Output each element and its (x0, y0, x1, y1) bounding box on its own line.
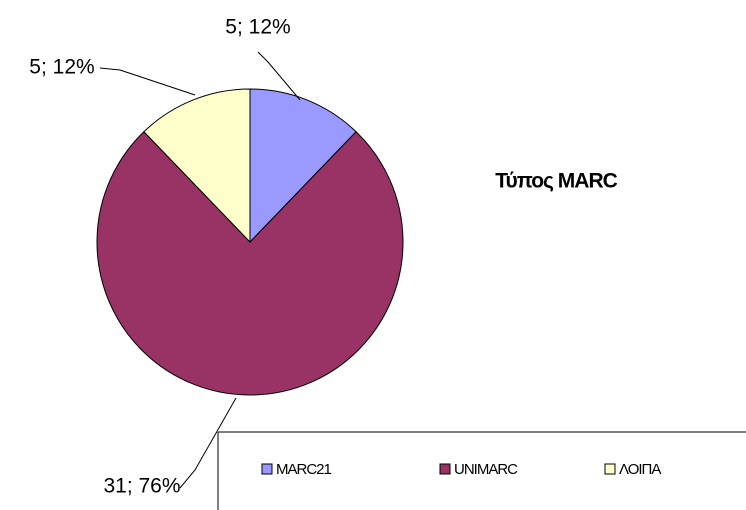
data-label: 31; 76% (103, 475, 180, 498)
pie-slice (96, 131, 404, 396)
chart-title: Τύπος MARC (495, 170, 617, 193)
leader-line (257, 51, 301, 101)
pie-slice (143, 88, 251, 244)
legend-label: MARC21 (276, 461, 332, 478)
data-label: 5; 12% (29, 56, 94, 79)
legend-swatch (604, 463, 616, 475)
legend-swatch (261, 463, 273, 475)
data-label: 5; 12% (225, 16, 290, 39)
leader-line (99, 67, 196, 96)
leader-line (179, 397, 237, 489)
legend-label: ΛΟΙΠΑ (619, 461, 661, 478)
legend-label: UNIMARC (454, 461, 518, 478)
pie-slice (249, 88, 357, 244)
legend-swatch (439, 463, 451, 475)
